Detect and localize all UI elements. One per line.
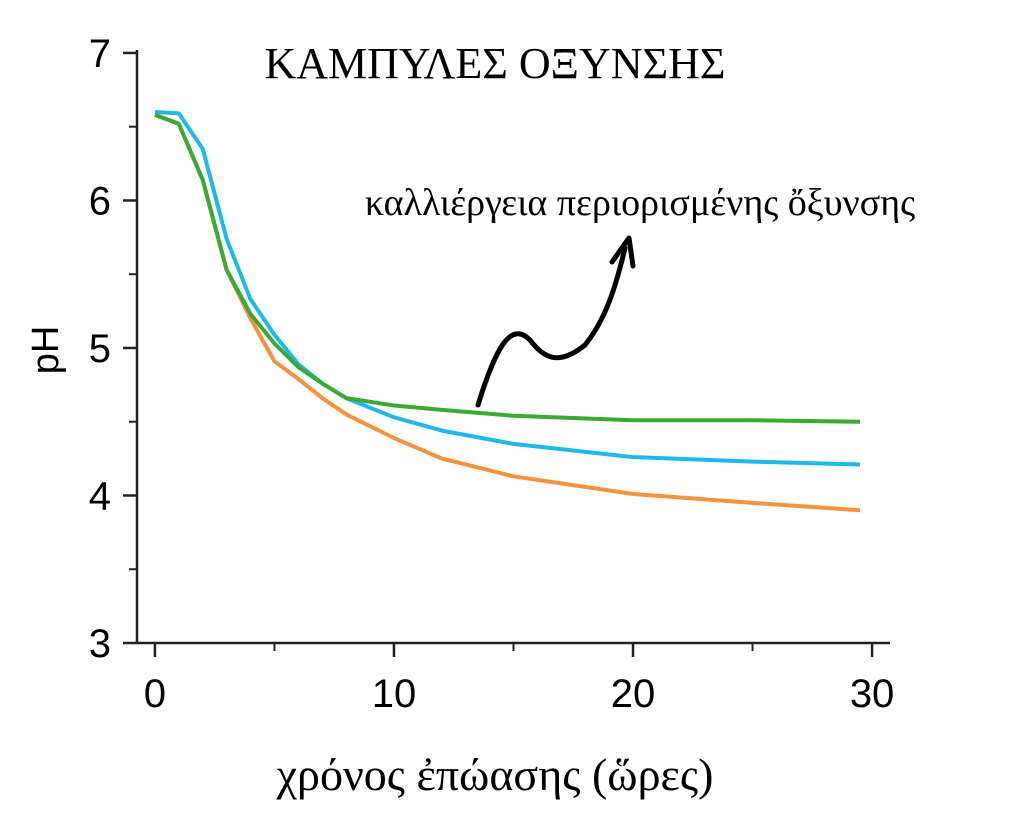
y-tick-label: 5	[89, 327, 111, 371]
annotation-arrowhead	[609, 235, 636, 269]
series-line	[154, 110, 861, 467]
y-tick-label: 4	[89, 474, 111, 518]
annotation: καλλιέργεια περιορισμένης ὄξυνσης	[365, 182, 915, 224]
x-axis-label: χρόνος ἐπώασης (ὥρες)	[276, 749, 714, 800]
chart-title: ΚΑΜΠΥΛΕΣ ΟΞΥΝΣΗΣ	[264, 39, 725, 88]
x-tick-label: 20	[611, 672, 656, 716]
y-tick-label: 7	[89, 32, 111, 76]
y-tick-label: 6	[89, 179, 111, 223]
x-tick-label: 10	[372, 672, 417, 716]
x-tick-label: 0	[144, 672, 166, 716]
annotation-arrow	[475, 245, 628, 408]
y-axis-label: pH	[25, 326, 67, 375]
x-tick-label: 30	[850, 672, 895, 716]
series-line	[154, 113, 861, 424]
y-tick-label: 3	[89, 622, 111, 666]
